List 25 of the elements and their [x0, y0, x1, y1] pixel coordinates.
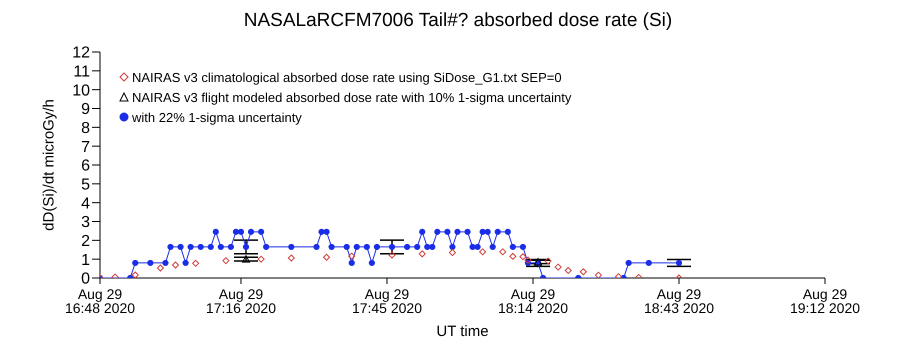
x-tick-label: Aug 29 17:45 2020	[352, 286, 422, 316]
legend-label: with 22% 1-sigma uncertainty	[131, 109, 303, 127]
x-tick-label: Aug 29 18:43 2020	[644, 286, 714, 316]
chart-title: NASALaRCFM7006 Tail#? absorbed dose rate (Si)	[242, 10, 674, 32]
y-tick-label: 10	[72, 82, 90, 100]
y-axis-title: dD(Si)/dt microGy/h	[40, 99, 58, 231]
y-tick-label: 6	[81, 158, 90, 175]
x-tick-label: Aug 29 16:48 2020	[64, 286, 136, 316]
y-tick-label: 5	[81, 176, 90, 194]
legend-label: NAIRAS v3 climatological absorbed dose rate using SiDose_G1.txt SEP=0	[131, 69, 563, 87]
y-tick-label: 1	[81, 252, 90, 269]
y-tick-label: 8	[81, 120, 90, 138]
x-axis-title: UT time	[436, 323, 489, 340]
y-tick-label: 0	[81, 270, 90, 288]
y-tick-label: 11	[73, 64, 90, 81]
x-tick-label: Aug 29 18:14 2020	[498, 286, 568, 316]
y-tick-label: 7	[81, 138, 90, 156]
x-tick-label: Aug 29 19:12 2020	[790, 286, 860, 316]
x-tick-label: Aug 29 17:16 2020	[206, 286, 276, 316]
y-tick-label: 12	[72, 44, 90, 62]
legend-label: NAIRAS v3 flight modeled absorbed dose rate with 10% 1-sigma uncertainty	[131, 89, 572, 107]
y-tick-label: 9	[81, 101, 90, 118]
y-tick-label: 4	[81, 195, 90, 212]
y-tick-label: 3	[81, 214, 90, 232]
y-tick-label: 2	[81, 233, 90, 250]
